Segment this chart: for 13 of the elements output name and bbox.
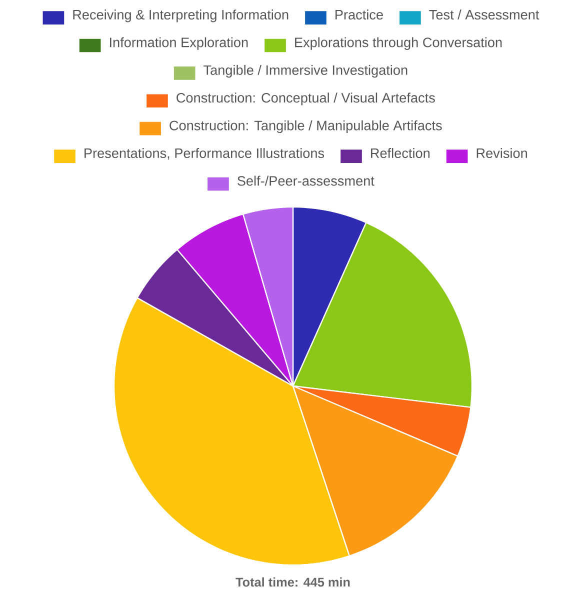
text: Total time: 445 min [236, 577, 350, 587]
legend-label: Construction: Conceptual / Visual Artefacts [176, 92, 435, 106]
legend-label: Presentations, Performance Illustrations [84, 148, 324, 160]
legend-label: Receiving & Interpreting Information [73, 10, 288, 22]
legend-label: Test / Assessment [429, 10, 540, 20]
legend-label: Construction: Tangible / Manipulable Artifacts [170, 120, 442, 134]
legend-label: Practice [336, 10, 383, 20]
legend-label: Revision [476, 148, 527, 158]
legend-label: Explorations through Conversation [295, 37, 502, 50]
legend-label: Self-/Peer-assessment [238, 176, 374, 186]
legend-label: Tangible / Immersive Investigation [204, 64, 408, 78]
legend-label: Reflection [371, 148, 430, 158]
legend-label: Information Exploration [110, 37, 248, 50]
